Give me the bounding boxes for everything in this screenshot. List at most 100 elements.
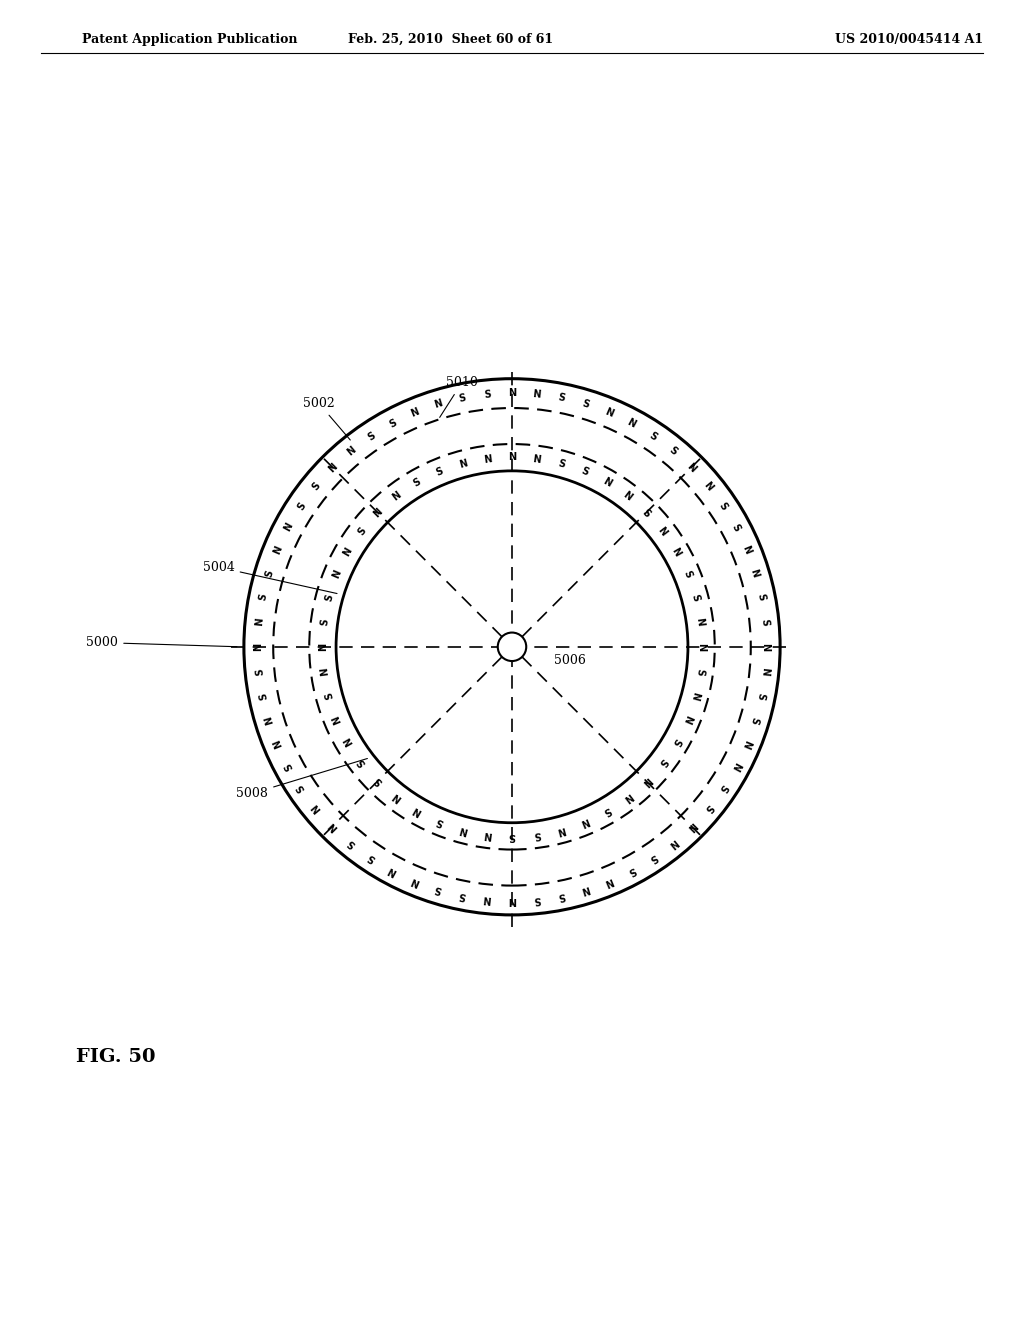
Text: S: S [372,775,384,787]
Text: N: N [482,829,492,840]
Text: S: S [601,805,612,817]
Text: S: S [433,883,443,895]
Text: S: S [557,392,566,404]
Text: N: N [327,820,339,833]
Text: 5002: 5002 [303,397,350,440]
Text: S: S [717,500,729,512]
Text: N: N [283,521,295,533]
Text: S: S [412,477,423,488]
Text: N: N [621,490,634,503]
Text: N: N [689,690,700,701]
Text: N: N [342,546,354,558]
Text: S: S [258,692,269,701]
Text: N: N [458,458,468,470]
Text: S: S [681,569,693,579]
Text: N: N [317,643,328,651]
Text: S: S [626,865,637,876]
Text: N: N [667,837,679,849]
Text: S: S [283,760,295,772]
Text: N: N [482,454,492,465]
Text: N: N [729,760,741,772]
Text: N: N [342,735,354,747]
Text: S: S [647,430,658,442]
Text: S: S [345,837,357,849]
Text: N: N [626,417,637,429]
Text: N: N [603,875,614,887]
Text: N: N [271,544,284,556]
Text: N: N [309,801,323,814]
Text: N: N [254,618,265,627]
Text: S: S [324,692,335,701]
Text: S: S [258,593,269,602]
Text: N: N [761,643,770,651]
Text: S: S [667,445,679,457]
Text: 5000: 5000 [86,636,237,649]
Text: S: S [532,894,541,904]
Text: N: N [759,667,770,676]
Text: 5008: 5008 [237,759,368,800]
Text: N: N [532,389,542,400]
Text: S: S [263,569,275,578]
Text: N: N [254,643,263,651]
Text: N: N [581,883,591,895]
Text: S: S [694,668,706,676]
Text: N: N [603,407,614,418]
Text: S: S [647,851,658,863]
Text: S: S [295,781,307,793]
Text: S: S [434,466,444,478]
Text: N: N [412,804,423,817]
Text: N: N [740,544,753,556]
Text: S: S [759,618,770,626]
Text: S: S [483,389,492,400]
Text: N: N [696,643,707,651]
Text: N: N [271,738,284,750]
Text: N: N [694,618,706,627]
Text: S: S [458,890,467,902]
Text: N: N [601,477,612,490]
Text: N: N [532,454,542,465]
Text: N: N [390,490,403,503]
Text: US 2010/0045414 A1: US 2010/0045414 A1 [835,33,983,46]
Text: S: S [656,756,669,768]
Text: S: S [532,829,541,840]
Text: S: S [434,816,444,828]
Text: N: N [433,399,443,411]
Text: S: S [556,458,565,470]
Text: S: S [717,781,729,793]
Text: N: N [390,791,403,804]
Text: S: S [689,593,700,602]
Text: N: N [458,824,468,836]
Text: N: N [670,546,682,558]
Text: S: S [581,399,591,411]
Text: S: S [366,851,377,863]
Text: N: N [685,820,697,833]
Text: 5010: 5010 [439,376,477,417]
Text: S: S [324,593,335,602]
Text: N: N [372,507,385,519]
Text: N: N [508,388,516,399]
Text: N: N [508,895,516,906]
Text: S: S [509,832,515,841]
Text: N: N [331,714,343,725]
Text: S: S [458,392,467,404]
Text: S: S [749,715,761,725]
Text: 5004: 5004 [203,561,337,594]
Text: N: N [579,816,590,828]
Text: 5006: 5006 [554,653,586,667]
Text: FIG. 50: FIG. 50 [77,1048,156,1067]
Text: N: N [655,525,669,537]
Text: Patent Application Publication: Patent Application Publication [82,33,297,46]
Text: S: S [355,525,368,537]
Circle shape [498,632,526,661]
Text: S: S [640,507,652,519]
Text: N: N [410,875,421,887]
Text: N: N [639,775,652,787]
Text: N: N [327,461,339,474]
Text: S: S [355,756,368,768]
Text: S: S [254,668,265,676]
Text: S: S [366,430,377,442]
Text: S: S [729,521,741,533]
Text: S: S [755,692,766,701]
Text: N: N [318,667,330,676]
Text: S: S [387,417,398,429]
